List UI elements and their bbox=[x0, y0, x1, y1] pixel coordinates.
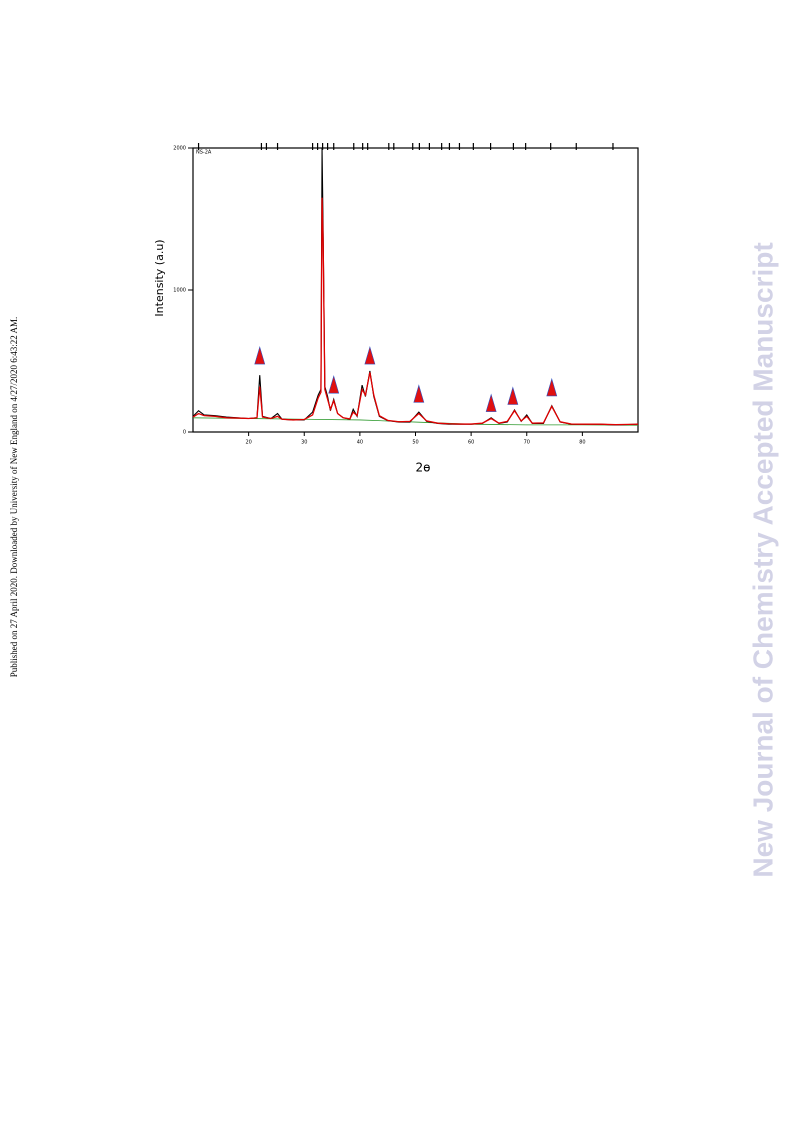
peak-marker bbox=[328, 375, 340, 394]
peak-marker bbox=[507, 386, 519, 405]
x-tick-label: 20 bbox=[245, 440, 251, 446]
background-line bbox=[192, 417, 639, 426]
y-tick-label: 1000 bbox=[173, 288, 186, 294]
x-tick-label: 80 bbox=[579, 440, 585, 446]
peak-marker bbox=[413, 384, 425, 403]
x-axis-label: 2ɵ bbox=[416, 461, 431, 475]
y-tick-label: 0 bbox=[183, 430, 186, 436]
y-axis-label: Intensity (a.u) bbox=[153, 239, 166, 316]
x-tick-label: 60 bbox=[468, 440, 474, 446]
peak-marker bbox=[364, 345, 376, 365]
peak-marker bbox=[485, 393, 497, 412]
x-tick-label: 40 bbox=[357, 440, 363, 446]
peak-marker bbox=[546, 377, 558, 397]
y-tick-label: 2000 bbox=[173, 146, 186, 152]
x-tick-label: 70 bbox=[524, 440, 530, 446]
sample-label: NS-2A bbox=[196, 150, 212, 156]
peak-marker bbox=[254, 345, 266, 365]
series-line bbox=[192, 147, 639, 426]
series-line bbox=[192, 197, 639, 426]
x-tick-label: 50 bbox=[412, 440, 418, 446]
x-tick-label: 30 bbox=[301, 440, 307, 446]
side-note: Published on 27 April 2020. Downloaded b… bbox=[9, 317, 19, 677]
watermark: New Journal of Chemistry Accepted Manusc… bbox=[747, 242, 778, 877]
chart: NS-2A 2ɵ Intensity (a.u) 0 1000 2000 20 30 40… bbox=[153, 143, 639, 475]
